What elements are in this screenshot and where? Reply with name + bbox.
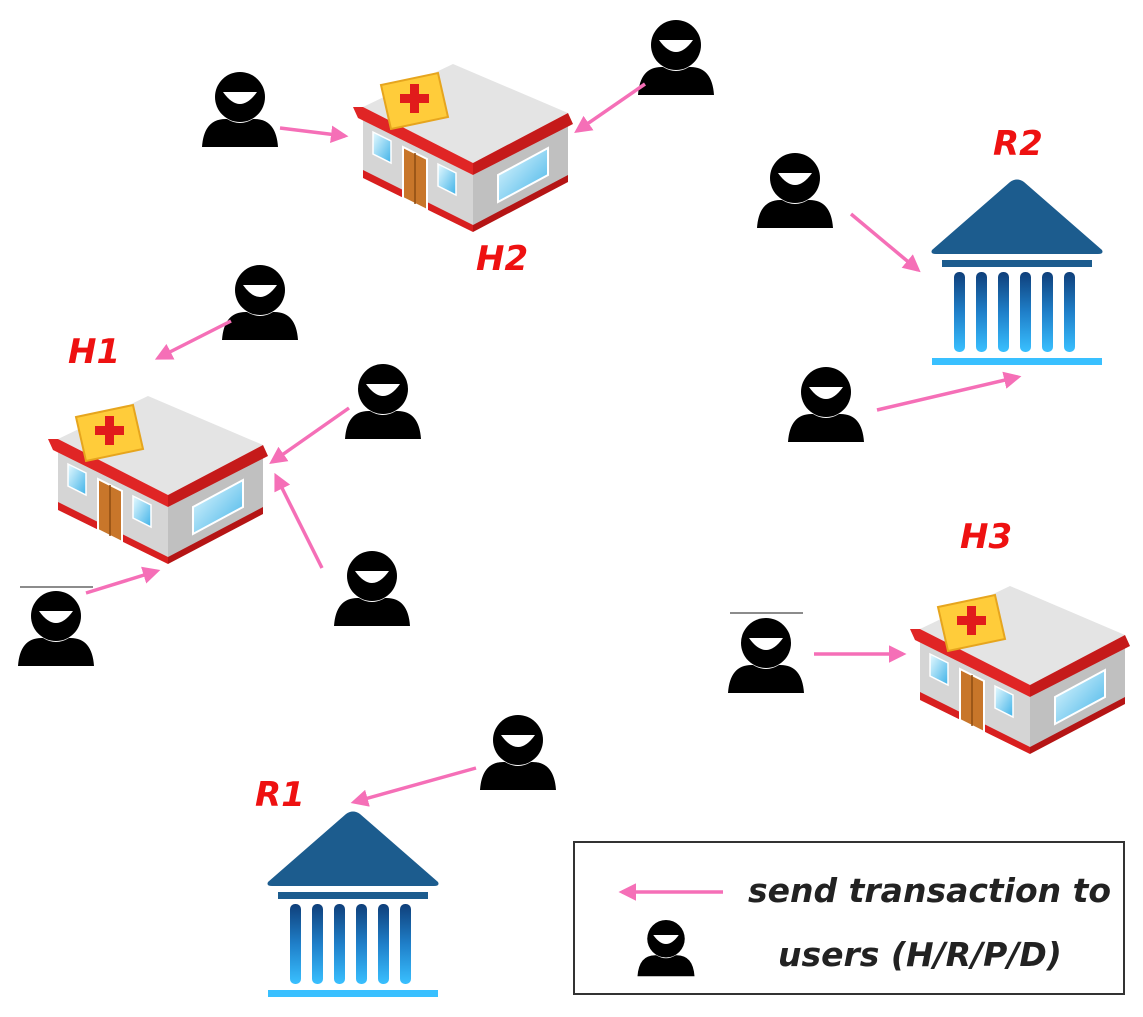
hospital-icon — [47, 395, 269, 565]
legend-line-1: send transaction to — [748, 871, 1111, 910]
user-icon — [334, 551, 410, 626]
label-h3: H3 — [960, 517, 1012, 557]
bank-r1 — [267, 811, 439, 997]
legend-line-2: users (H/R/P/D) — [778, 935, 1062, 974]
user-icon — [638, 20, 714, 95]
bank-r2 — [931, 179, 1103, 365]
user-icon — [757, 153, 833, 228]
label-h2: H2 — [476, 239, 528, 279]
arrow-to-h2 — [574, 82, 646, 133]
arrow-to-r2 — [876, 371, 1022, 412]
user-icon — [202, 72, 278, 147]
hospital-icon — [352, 63, 574, 233]
hospital-h2 — [352, 63, 574, 233]
arrow-to-r2 — [849, 212, 921, 273]
user-icon — [480, 715, 556, 790]
bank-icon — [267, 811, 439, 997]
user-icon — [222, 265, 298, 340]
arrow-to-h2 — [279, 125, 349, 143]
hospital-icon — [909, 585, 1131, 755]
user-icon — [788, 367, 864, 442]
label-r2: R2 — [993, 124, 1043, 164]
user-icon — [18, 591, 94, 666]
legend: send transaction to users (H/R/P/D) — [573, 841, 1125, 995]
arrow-to-h1 — [85, 566, 161, 595]
user-icon — [345, 364, 421, 439]
label-r1: R1 — [255, 775, 305, 815]
arrow-to-h1 — [274, 472, 324, 569]
bank-icon — [931, 179, 1103, 365]
user-icon — [728, 618, 804, 693]
hospital-h3 — [909, 585, 1131, 755]
hospital-h1 — [47, 395, 269, 565]
arrow-to-r1 — [350, 766, 477, 807]
arrow-to-h1 — [269, 406, 351, 465]
label-h1: H1 — [68, 332, 120, 372]
arrow-to-h1 — [154, 319, 232, 360]
